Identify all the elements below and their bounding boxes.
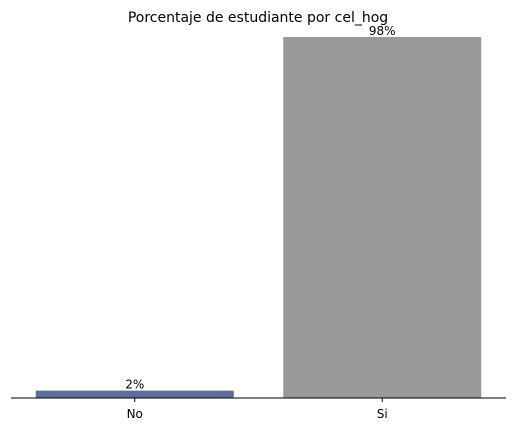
x-tick-labels-group: No Si xyxy=(127,407,388,421)
x-tick-label-no: No xyxy=(127,407,143,421)
x-ticks-group xyxy=(134,398,383,402)
data-labels-group: 2% 98% xyxy=(125,24,395,392)
chart-title: Porcentaje de estudiante por cel_hog xyxy=(128,10,388,26)
bar-no xyxy=(35,390,234,398)
x-tick-label-si: Si xyxy=(377,407,388,421)
bars-group xyxy=(35,37,482,398)
bar-si xyxy=(283,37,482,398)
data-label-si: 98% xyxy=(369,24,396,38)
data-label-no: 2% xyxy=(125,378,144,392)
